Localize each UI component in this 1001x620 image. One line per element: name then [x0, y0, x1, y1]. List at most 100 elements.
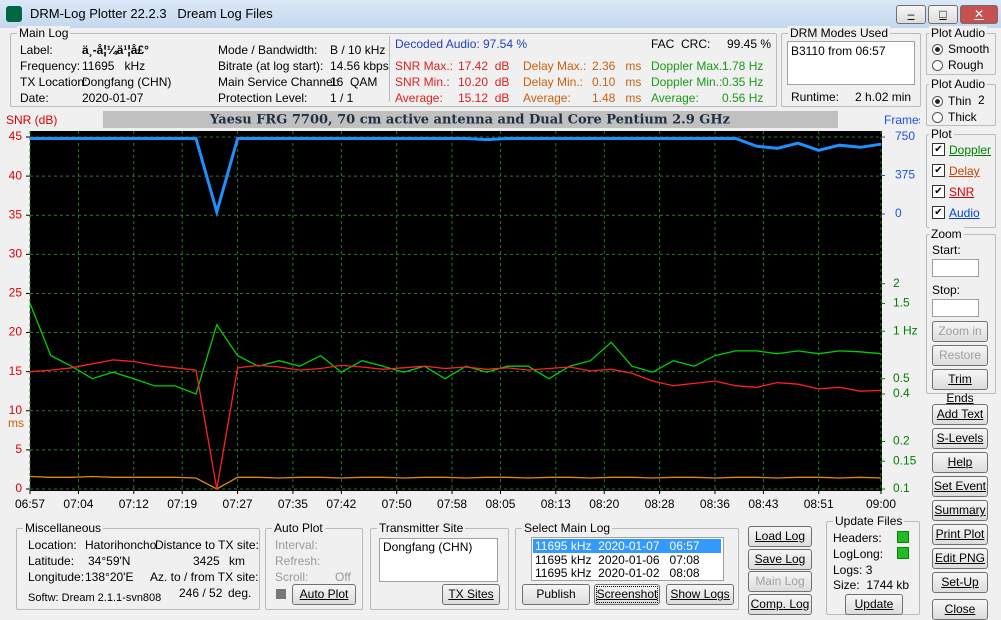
selection	[533, 539, 721, 553]
field-value: Size: 1744 kb	[833, 578, 910, 592]
field-label: Mode / Bandwidth:	[218, 43, 318, 57]
x-tick-label: 07:58	[437, 497, 467, 511]
legend-entry[interactable]: Delay	[949, 164, 980, 178]
x-tick-label: 08:05	[485, 497, 515, 511]
radio[interactable]	[932, 60, 943, 71]
list-item[interactable]: 11695 kHz 2020-01-02 08:08	[535, 566, 700, 580]
publish[interactable]: Publish	[522, 584, 590, 605]
side-button[interactable]: Help	[932, 452, 988, 473]
y-tick-label: 0	[15, 481, 22, 495]
unit: deg.	[228, 586, 252, 600]
stat-value: 2.36 ms	[592, 59, 642, 73]
save-log[interactable]: Save Log	[748, 549, 812, 570]
stop-input[interactable]	[932, 299, 979, 317]
title-band	[103, 111, 838, 128]
radio[interactable]	[932, 112, 943, 123]
tx-sites[interactable]: TX Sites	[442, 584, 500, 605]
checkbox[interactable]: ✔	[932, 143, 945, 156]
list-item[interactable]: 11695 kHz 2020-01-06 07:08	[535, 553, 700, 567]
y-tick-label: 20	[9, 325, 23, 339]
field-label: Main Service Channel:	[218, 75, 339, 89]
side-button[interactable]: Add Text	[932, 404, 988, 425]
stat-label: FAC CRC:	[651, 37, 711, 51]
side-button[interactable]: Edit PNG	[932, 548, 988, 569]
field-value: 138°20'E	[85, 570, 134, 584]
y2-tick-label: 0.2	[893, 434, 910, 448]
main-log[interactable]: Main Log	[748, 571, 812, 592]
restore[interactable]: Restore	[932, 345, 988, 366]
stat-value: 1.48 ms	[592, 91, 642, 105]
legend-entry[interactable]: SNR	[949, 185, 975, 199]
close-x[interactable]: ✕	[960, 5, 998, 24]
minimize[interactable]: –	[896, 5, 926, 24]
radio-label[interactable]: Rough	[948, 58, 984, 72]
field-value: 2 h.02 min	[855, 90, 912, 104]
show-logs[interactable]: Show Logs	[666, 584, 734, 605]
side-button[interactable]: Print Plot	[932, 524, 988, 545]
update-button[interactable]: Update	[845, 594, 903, 615]
x-tick-label: 08:36	[700, 497, 730, 511]
y2-tick-label: 2	[893, 276, 900, 290]
zoom-in[interactable]: Zoom in	[932, 321, 988, 342]
y3-axis-label: Frames	[884, 113, 920, 127]
field-value: Logs: 3	[833, 563, 873, 577]
field-label: Runtime:	[791, 90, 840, 104]
checkbox[interactable]: ✔	[932, 185, 945, 198]
x-tick-label: 08:43	[748, 497, 778, 511]
app-icon	[6, 6, 22, 22]
zoom-group: Zoom	[926, 227, 996, 394]
radio-label[interactable]: Thin	[948, 94, 972, 108]
x-tick-label: 07:35	[278, 497, 308, 511]
modes-list[interactable]: B3110 from 06:57	[787, 41, 915, 85]
legend: Update Files	[833, 514, 905, 528]
x-tick-label: 07:04	[63, 497, 93, 511]
checkbox[interactable]: ✔	[932, 164, 945, 177]
field-value: 2020-01-07	[82, 91, 144, 105]
auto-plot-group: Auto Plot	[265, 521, 363, 610]
radio-label[interactable]: Thick	[948, 110, 977, 124]
side-button[interactable]: Set Event	[932, 476, 988, 497]
x-tick-label: 06:57	[15, 497, 45, 511]
field-value: 34°59'N	[88, 554, 131, 568]
x-tick-label: 08:51	[804, 497, 834, 511]
x-tick-label: 08:28	[645, 497, 675, 511]
comp-log[interactable]: Comp. Log	[748, 594, 812, 615]
radio[interactable]	[932, 96, 943, 107]
stat-label: Delay Min.:	[523, 75, 584, 89]
screenshot[interactable]: Screenshot	[594, 584, 660, 605]
side-button[interactable]: Set-Up	[932, 572, 988, 593]
legend: Auto Plot	[272, 521, 325, 535]
side-button[interactable]: Summary	[932, 500, 988, 521]
trim-ends[interactable]: Trim Ends	[932, 369, 988, 405]
field-label: Stop:	[932, 283, 961, 297]
field-label: Frequency:	[20, 59, 81, 73]
legend-entry[interactable]: Audio	[949, 206, 980, 220]
maximize[interactable]: □	[928, 5, 958, 24]
list-item[interactable]: 11695 kHz 2020-01-07 06:57	[535, 539, 700, 553]
close-button[interactable]: Close	[932, 599, 988, 620]
start-input[interactable]	[932, 259, 979, 277]
tx-list[interactable]: Dongfang (CHN)	[379, 538, 498, 582]
x-tick-label: 08:20	[589, 497, 619, 511]
field-label: Az. to / from TX site:	[150, 570, 259, 584]
list-item: Dongfang (CHN)	[383, 540, 473, 554]
field-label: Distance to TX site:	[155, 538, 259, 552]
x-tick-label: 07:12	[119, 497, 149, 511]
stat-value: 97.54 %	[483, 37, 528, 51]
auto-plot-button[interactable]: Auto Plot	[292, 584, 356, 605]
x-tick-label: 07:42	[326, 497, 356, 511]
radio[interactable]	[932, 44, 943, 55]
field-value: ä¸-å¦¼ä¹¦å£°	[82, 43, 149, 57]
series-line	[30, 137, 882, 218]
side-button[interactable]: S-Levels	[932, 428, 988, 449]
stat-label: SNR Min.:	[395, 75, 450, 89]
field-label: Bitrate (at log start):	[218, 59, 324, 73]
legend-entry[interactable]: Doppler	[949, 143, 992, 157]
plot-audio-group: Plot Audio	[926, 26, 996, 75]
drm-modes-group: DRM Modes Used	[781, 26, 921, 107]
checkbox[interactable]: ✔	[932, 206, 945, 219]
field-label: Start:	[932, 243, 961, 257]
radio-label[interactable]: Smooth	[948, 42, 990, 56]
load-log[interactable]: Load Log	[748, 526, 812, 547]
